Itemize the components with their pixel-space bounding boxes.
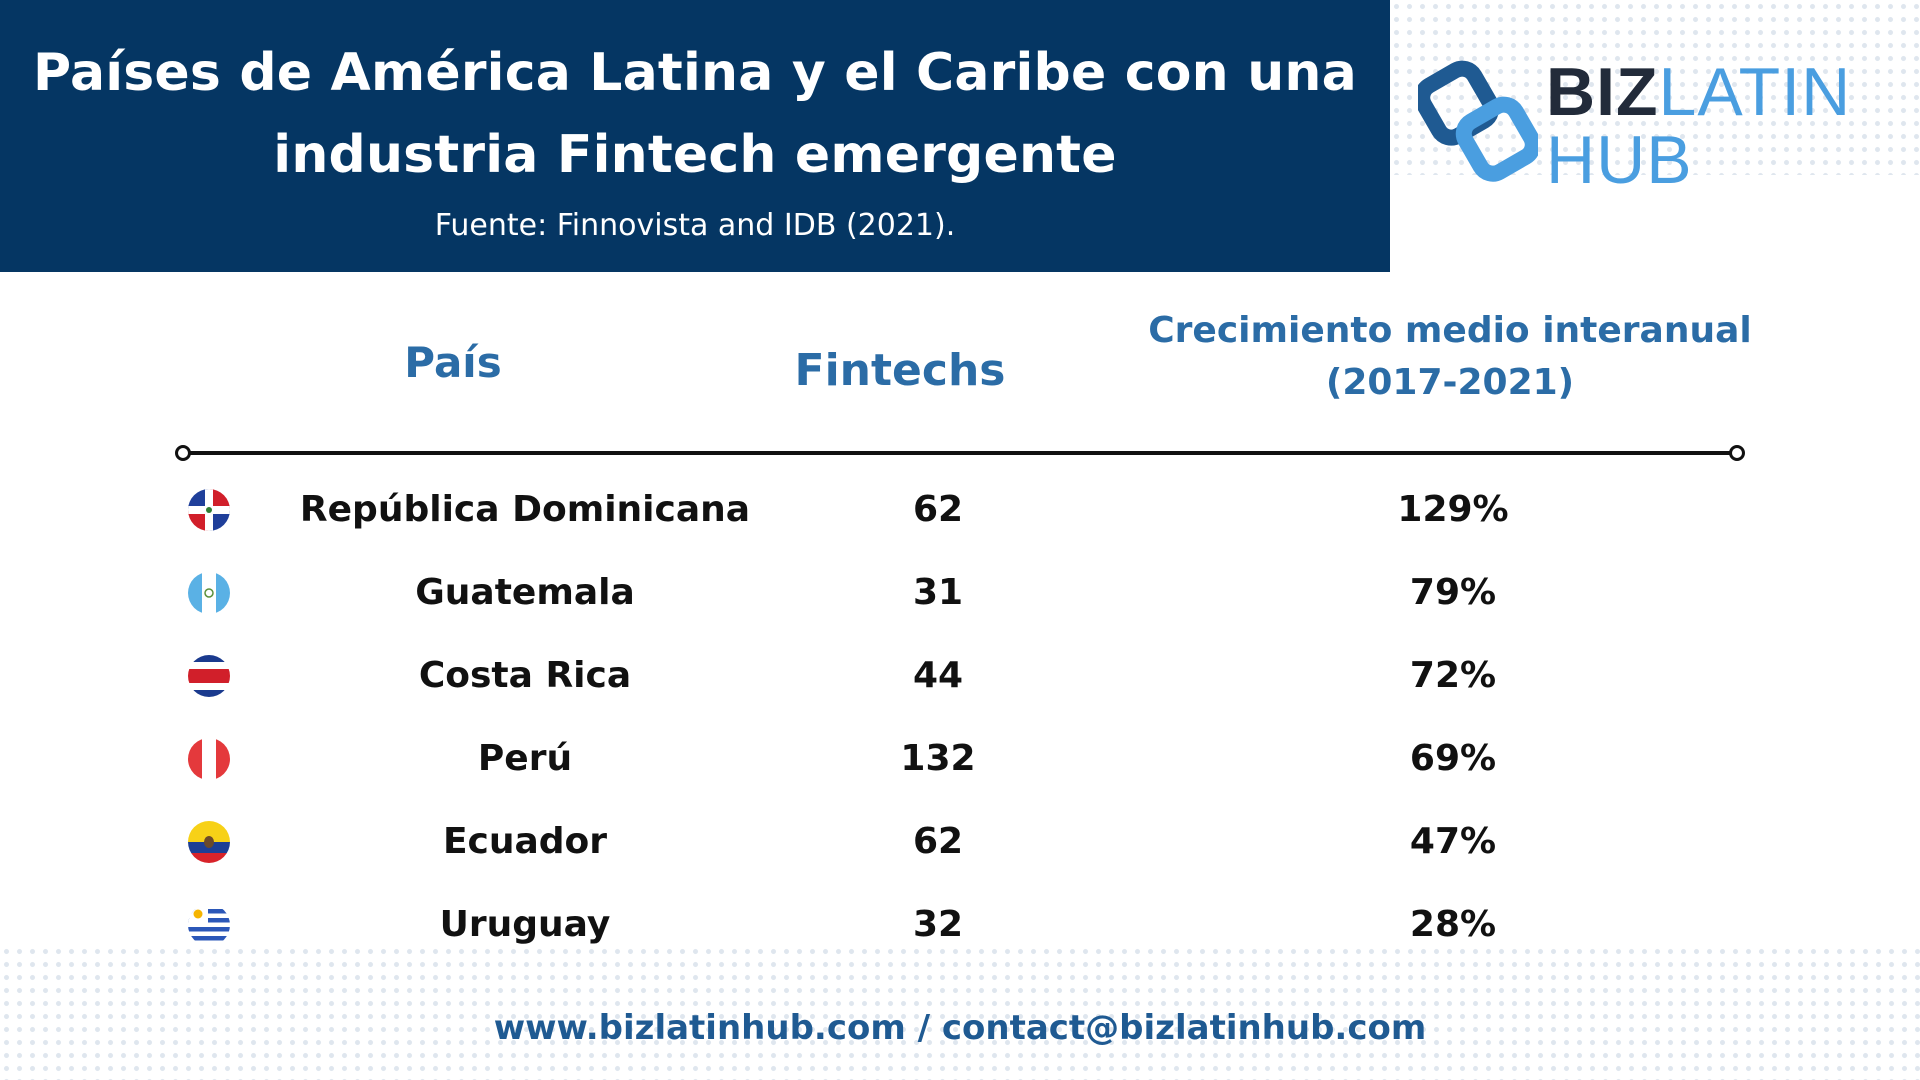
title-line-2: industria Fintech emergente	[273, 125, 1117, 185]
peru-flag-icon	[188, 738, 230, 780]
logo-word-hub: HUB	[1546, 122, 1693, 198]
country-name: Guatemala	[415, 572, 635, 613]
logo-wordmark-top: BIZLATIN	[1546, 58, 1851, 126]
header-banner: Países de América Latina y el Caribe con…	[0, 0, 1390, 272]
growth-rate: 129%	[1397, 489, 1509, 530]
table-row: Uruguay 32 28%	[0, 895, 1920, 955]
fintechs-count: 32	[912, 904, 964, 945]
growth-rate: 28%	[1409, 904, 1497, 945]
guatemala-flag-icon	[188, 572, 230, 614]
growth-rate: 47%	[1409, 821, 1497, 862]
growth-rate: 72%	[1409, 655, 1497, 696]
title-line-1: Países de América Latina y el Caribe con…	[33, 43, 1357, 103]
logo-word-latin: LATIN	[1658, 54, 1852, 130]
fintechs-count: 62	[912, 821, 964, 862]
uruguay-flag-icon	[188, 904, 230, 946]
table-row: Ecuador 62 47%	[0, 812, 1920, 872]
country-name: Costa Rica	[418, 655, 632, 696]
country-name: República Dominicana	[299, 489, 751, 530]
footer-contact: www.bizlatinhub.com / contact@bizlatinhu…	[493, 1008, 1427, 1048]
fintechs-count: 44	[912, 655, 964, 696]
divider-end-left	[175, 445, 191, 461]
growth-header-line-1: Crecimiento medio interanual	[1148, 310, 1752, 351]
column-header-country: País	[404, 338, 502, 387]
table-row: Guatemala 31 79%	[0, 563, 1920, 623]
table-row: Costa Rica 44 72%	[0, 646, 1920, 706]
country-name: Perú	[477, 738, 573, 779]
column-header-fintechs: Fintechs	[794, 345, 1006, 396]
costa-rica-flag-icon	[188, 655, 230, 697]
growth-rate: 79%	[1409, 572, 1497, 613]
country-name: Uruguay	[439, 904, 611, 945]
divider-end-right	[1729, 445, 1745, 461]
table-row: República Dominicana 62 129%	[0, 480, 1920, 540]
dominican-republic-flag-icon	[188, 489, 230, 531]
page-title: Países de América Latina y el Caribe con…	[20, 32, 1370, 196]
source-subtitle: Fuente: Finnovista and IDB (2021).	[434, 208, 956, 243]
logo-word-biz: BIZ	[1546, 54, 1659, 130]
fintechs-count: 62	[912, 489, 964, 530]
header-divider	[183, 451, 1737, 455]
biz-latin-hub-logo-icon	[1418, 60, 1538, 182]
biz-latin-hub-logo: BIZLATIN HUB	[1418, 52, 1878, 202]
table-row: Perú 132 69%	[0, 729, 1920, 789]
growth-rate: 69%	[1409, 738, 1497, 779]
growth-header-line-2: (2017-2021)	[1325, 362, 1575, 403]
country-name: Ecuador	[442, 821, 608, 862]
column-header-growth: Crecimiento medio interanual (2017-2021)	[1130, 305, 1770, 409]
ecuador-flag-icon	[188, 821, 230, 863]
fintechs-count: 31	[912, 572, 964, 613]
fintechs-count: 132	[900, 738, 976, 779]
